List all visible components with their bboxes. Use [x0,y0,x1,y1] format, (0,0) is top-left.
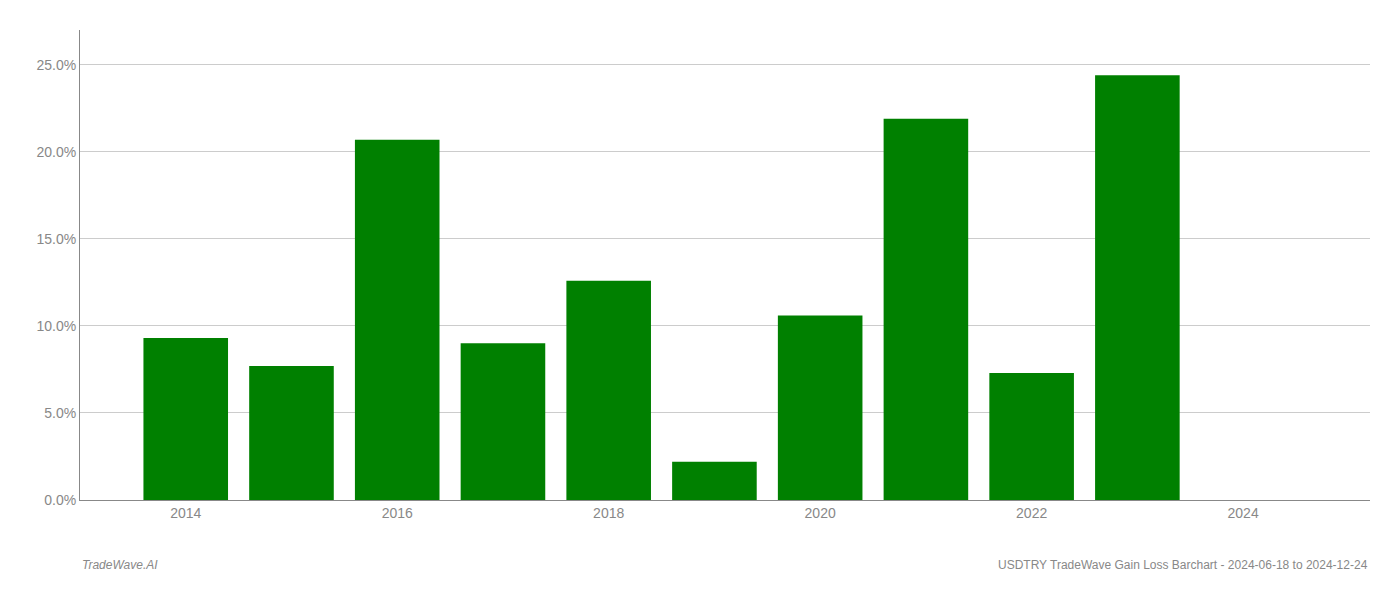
svg-text:2020: 2020 [805,505,836,521]
svg-text:2022: 2022 [1016,505,1047,521]
svg-text:2018: 2018 [593,505,624,521]
svg-text:TradeWave.AI: TradeWave.AI [82,558,158,572]
svg-text:15.0%: 15.0% [36,231,76,247]
svg-text:10.0%: 10.0% [36,318,76,334]
svg-text:USDTRY TradeWave Gain Loss Bar: USDTRY TradeWave Gain Loss Barchart - 20… [998,558,1368,572]
svg-text:0.0%: 0.0% [44,492,76,508]
svg-text:2024: 2024 [1228,505,1259,521]
svg-text:20.0%: 20.0% [36,144,76,160]
svg-text:5.0%: 5.0% [44,405,76,421]
svg-text:2014: 2014 [170,505,201,521]
svg-text:25.0%: 25.0% [36,57,76,73]
svg-text:2016: 2016 [382,505,413,521]
